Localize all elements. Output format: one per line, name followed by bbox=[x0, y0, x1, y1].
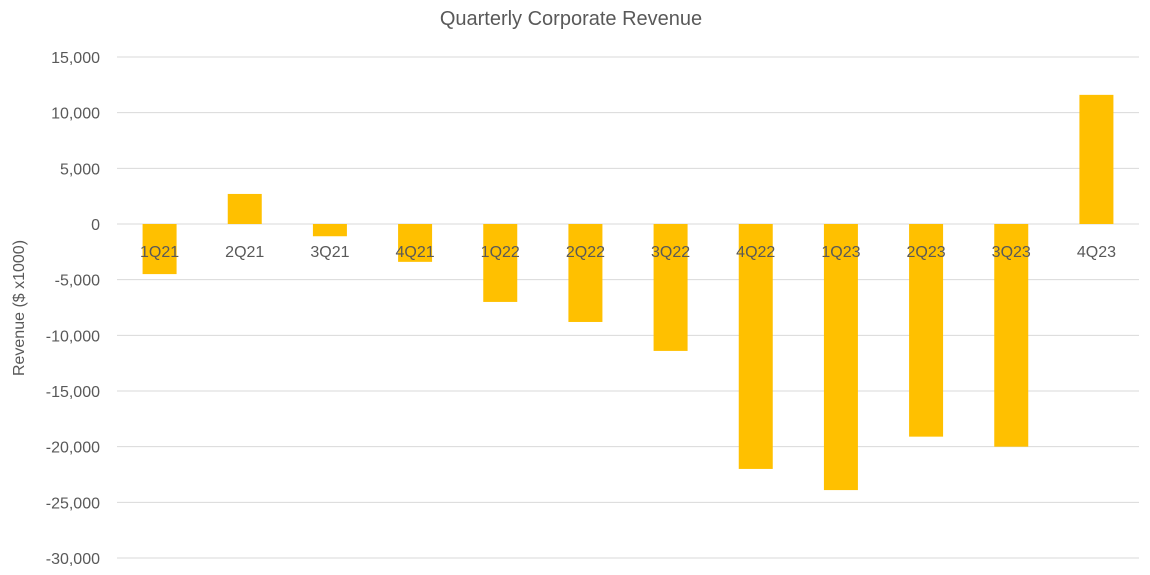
y-tick-label: -25,000 bbox=[46, 495, 100, 512]
y-tick-label: 0 bbox=[91, 217, 100, 234]
x-tick-label: 1Q22 bbox=[481, 244, 520, 261]
y-tick-label: 5,000 bbox=[60, 161, 100, 178]
bar-3Q21 bbox=[312, 224, 347, 237]
bar-2Q23 bbox=[909, 224, 944, 437]
x-tick-label: 3Q23 bbox=[992, 244, 1031, 261]
x-tick-label: 2Q21 bbox=[225, 244, 264, 261]
y-tick-label: 15,000 bbox=[51, 50, 100, 67]
bar-1Q21 bbox=[142, 224, 177, 275]
y-tick-label: 10,000 bbox=[51, 106, 100, 123]
y-axis-label: Revenue ($ x1000) bbox=[11, 240, 28, 376]
bar-1Q22 bbox=[483, 224, 518, 302]
x-tick-label: 3Q21 bbox=[310, 244, 349, 261]
bar-3Q22 bbox=[653, 224, 688, 351]
x-tick-label: 4Q21 bbox=[396, 244, 435, 261]
bar-3Q23 bbox=[994, 224, 1029, 447]
x-tick-label: 2Q23 bbox=[907, 244, 946, 261]
bar-4Q22 bbox=[738, 224, 773, 469]
y-tick-label: -15,000 bbox=[46, 384, 100, 401]
y-tick-label: -30,000 bbox=[46, 551, 100, 568]
bar-1Q23 bbox=[823, 224, 858, 491]
x-tick-label: 3Q22 bbox=[651, 244, 690, 261]
x-tick-label: 1Q23 bbox=[821, 244, 860, 261]
y-tick-label: -5,000 bbox=[55, 273, 100, 290]
bar-4Q21 bbox=[398, 224, 433, 262]
bar-2Q22 bbox=[568, 224, 603, 322]
bar-2Q21 bbox=[227, 193, 262, 224]
bars bbox=[142, 94, 1114, 491]
chart-title: Quarterly Corporate Revenue bbox=[440, 8, 702, 30]
y-tick-label: -20,000 bbox=[46, 440, 100, 457]
x-tick-label: 1Q21 bbox=[140, 244, 179, 261]
y-axis-ticks: 15,000 10,000 5,000 0 -5,000 -10,000 -15,000 -2… bbox=[46, 50, 100, 568]
gridlines bbox=[117, 56, 1139, 559]
x-tick-label: 4Q22 bbox=[736, 244, 775, 261]
x-axis-ticks: 1Q21 2Q21 3Q21 4Q21 1Q22 2Q22 3Q22 4Q22 1Q23 2Q23… bbox=[140, 244, 1116, 261]
bar-4Q23 bbox=[1079, 94, 1114, 224]
y-tick-label: -10,000 bbox=[46, 328, 100, 345]
x-tick-label: 4Q23 bbox=[1077, 244, 1116, 261]
x-tick-label: 2Q22 bbox=[566, 244, 605, 261]
